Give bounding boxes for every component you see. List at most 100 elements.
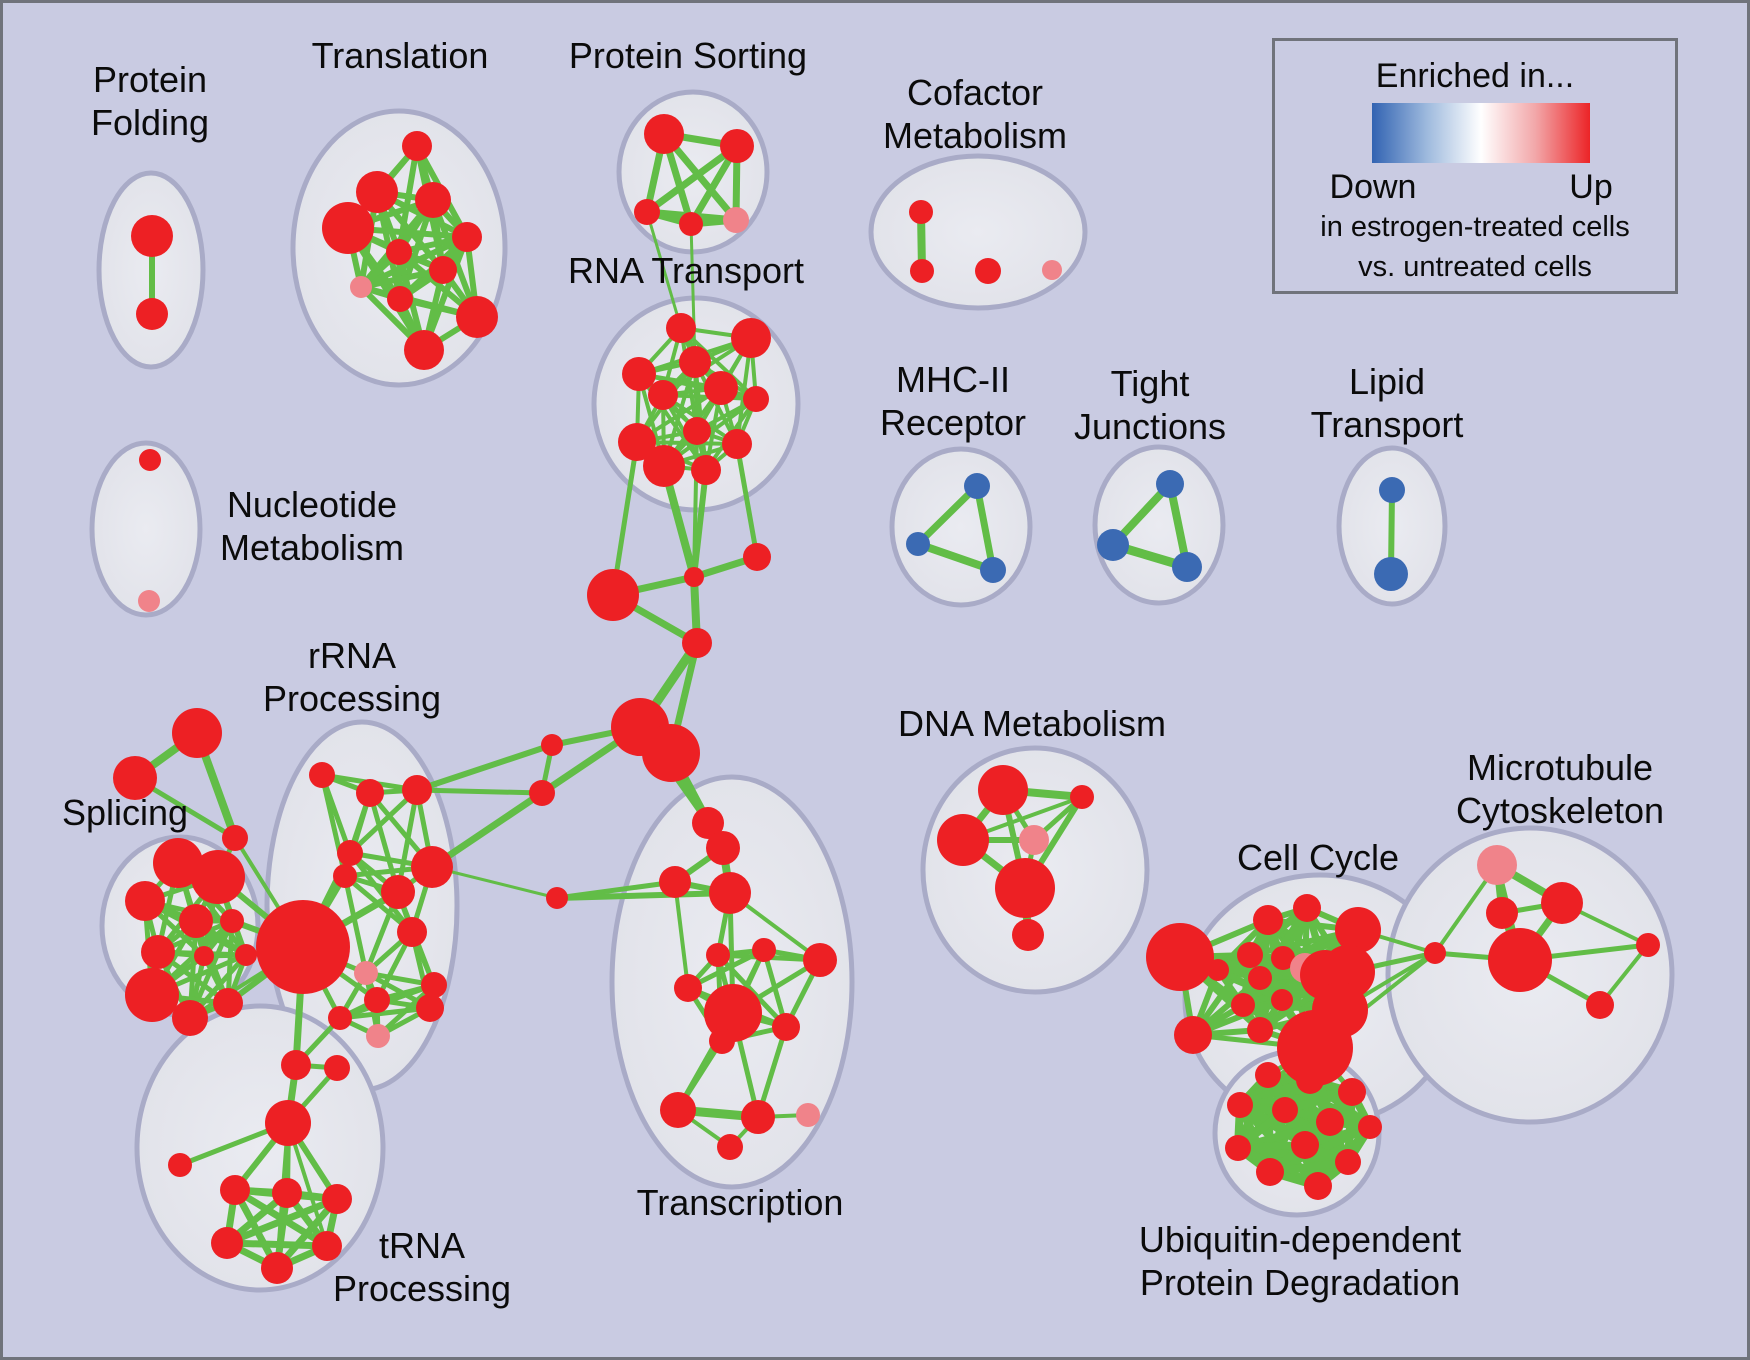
- node-r10[interactable]: [618, 423, 656, 461]
- node-cc9[interactable]: [1231, 993, 1255, 1017]
- node-d4[interactable]: [1019, 825, 1049, 855]
- node-cc3[interactable]: [1253, 905, 1283, 935]
- node-m1[interactable]: [964, 473, 990, 499]
- node-mt2[interactable]: [1541, 882, 1583, 924]
- node-u10[interactable]: [1335, 1149, 1361, 1175]
- node-cc17[interactable]: [1207, 959, 1229, 981]
- node-n1[interactable]: [309, 762, 335, 788]
- node-d2[interactable]: [1070, 785, 1094, 809]
- node-s1[interactable]: [153, 838, 203, 888]
- node-c6[interactable]: [642, 724, 700, 782]
- node-n14[interactable]: [366, 1024, 390, 1048]
- node-x2[interactable]: [113, 756, 157, 800]
- node-cc16[interactable]: [1277, 1010, 1353, 1086]
- node-tr15[interactable]: [717, 1134, 743, 1160]
- node-u9[interactable]: [1291, 1131, 1319, 1159]
- node-m3[interactable]: [980, 557, 1006, 583]
- node-mt6[interactable]: [1636, 933, 1660, 957]
- node-t2[interactable]: [356, 171, 398, 213]
- node-tr11[interactable]: [709, 1028, 735, 1054]
- node-g3[interactable]: [322, 1184, 352, 1214]
- node-d1[interactable]: [978, 765, 1028, 815]
- node-c8[interactable]: [529, 780, 555, 806]
- node-ps2[interactable]: [720, 129, 754, 163]
- node-s6[interactable]: [141, 935, 175, 969]
- node-r6[interactable]: [704, 371, 738, 405]
- node-t9[interactable]: [387, 286, 413, 312]
- node-ps4[interactable]: [679, 212, 703, 236]
- node-cc15[interactable]: [1247, 1017, 1273, 1043]
- node-n2[interactable]: [356, 779, 384, 807]
- node-r8[interactable]: [683, 417, 711, 445]
- node-n5[interactable]: [411, 846, 453, 888]
- node-n7[interactable]: [381, 875, 415, 909]
- node-tr3[interactable]: [659, 866, 691, 898]
- node-x1[interactable]: [172, 708, 222, 758]
- node-cf2[interactable]: [910, 259, 934, 283]
- node-n9[interactable]: [256, 900, 350, 994]
- node-th[interactable]: [265, 1100, 311, 1146]
- node-s3[interactable]: [125, 881, 165, 921]
- node-tr1[interactable]: [692, 807, 724, 839]
- node-mt5[interactable]: [1424, 942, 1446, 964]
- node-g1[interactable]: [220, 1175, 250, 1205]
- node-tr12[interactable]: [660, 1092, 696, 1128]
- node-lt2[interactable]: [1374, 557, 1408, 591]
- node-u3[interactable]: [1338, 1078, 1366, 1106]
- node-r7[interactable]: [743, 386, 769, 412]
- node-tr14[interactable]: [796, 1103, 820, 1127]
- node-lt1[interactable]: [1379, 477, 1405, 503]
- node-t4[interactable]: [322, 202, 374, 254]
- node-tr5[interactable]: [706, 943, 730, 967]
- node-ps3[interactable]: [634, 199, 660, 225]
- node-s2[interactable]: [191, 850, 245, 904]
- node-d5[interactable]: [995, 858, 1055, 918]
- node-cc8[interactable]: [1248, 966, 1272, 990]
- node-t1[interactable]: [402, 131, 432, 161]
- node-u6[interactable]: [1316, 1108, 1344, 1136]
- node-r9[interactable]: [722, 429, 752, 459]
- node-g6[interactable]: [261, 1252, 293, 1284]
- node-pf1[interactable]: [131, 215, 173, 257]
- node-x3[interactable]: [222, 825, 248, 851]
- node-s9[interactable]: [172, 1000, 208, 1036]
- node-tr9[interactable]: [704, 984, 762, 1042]
- node-s8[interactable]: [125, 968, 179, 1022]
- node-cf4[interactable]: [1042, 260, 1062, 280]
- node-g2[interactable]: [272, 1178, 302, 1208]
- node-s5[interactable]: [220, 909, 244, 933]
- node-c3[interactable]: [587, 569, 639, 621]
- node-g4[interactable]: [211, 1227, 243, 1259]
- node-u5[interactable]: [1272, 1097, 1298, 1123]
- node-n12[interactable]: [364, 987, 390, 1013]
- node-u7[interactable]: [1358, 1115, 1382, 1139]
- node-r12[interactable]: [691, 455, 721, 485]
- node-ti[interactable]: [168, 1153, 192, 1177]
- node-t10[interactable]: [456, 296, 498, 338]
- node-g5[interactable]: [312, 1231, 342, 1261]
- node-tr10[interactable]: [772, 1013, 800, 1041]
- node-tr8[interactable]: [803, 943, 837, 977]
- node-d6[interactable]: [1012, 919, 1044, 951]
- node-n13[interactable]: [328, 1006, 352, 1030]
- node-s11[interactable]: [235, 944, 257, 966]
- node-r4[interactable]: [622, 357, 656, 391]
- node-n6[interactable]: [333, 864, 357, 888]
- node-tr2[interactable]: [706, 831, 740, 865]
- node-t8[interactable]: [350, 276, 372, 298]
- node-cc5[interactable]: [1237, 942, 1263, 968]
- node-c7[interactable]: [541, 734, 563, 756]
- node-tr6[interactable]: [752, 938, 776, 962]
- node-n15[interactable]: [416, 994, 444, 1022]
- node-nm2[interactable]: [138, 590, 160, 612]
- node-cf3[interactable]: [975, 258, 1001, 284]
- node-s7[interactable]: [194, 946, 214, 966]
- node-n3[interactable]: [402, 775, 432, 805]
- node-pf2[interactable]: [136, 298, 168, 330]
- node-cc4[interactable]: [1293, 894, 1321, 922]
- node-t11[interactable]: [404, 330, 444, 370]
- node-s4[interactable]: [179, 904, 213, 938]
- node-tr4[interactable]: [709, 872, 751, 914]
- node-u11[interactable]: [1256, 1158, 1284, 1186]
- node-mt1[interactable]: [1477, 845, 1517, 885]
